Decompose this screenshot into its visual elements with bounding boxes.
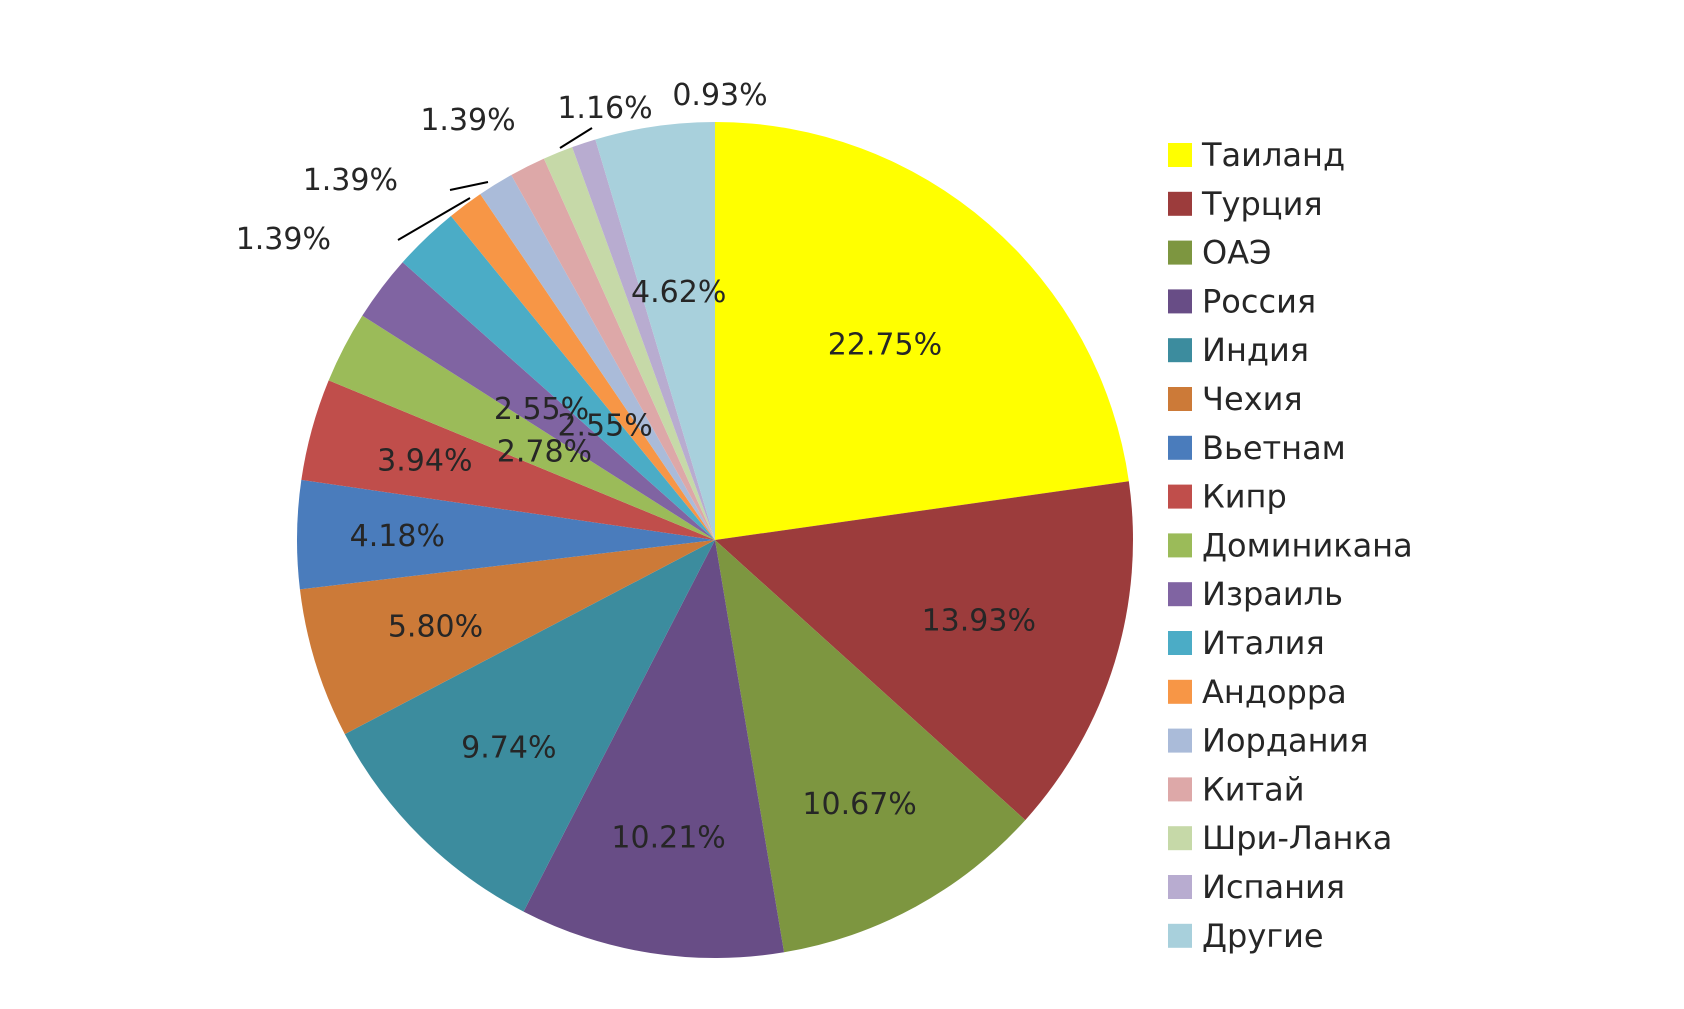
pie-slice-16 bbox=[572, 139, 715, 541]
legend-swatch-7 bbox=[1168, 435, 1192, 460]
slice-label-1: 22.75% bbox=[828, 327, 942, 362]
pie-slice-6 bbox=[299, 540, 715, 735]
slice-label-14: 1.39% bbox=[420, 103, 515, 138]
legend-label-4: Россия bbox=[1202, 282, 1316, 320]
pie-slices bbox=[297, 121, 1134, 958]
leader-line-13 bbox=[449, 181, 489, 191]
legend-label-8: Кипр bbox=[1202, 478, 1287, 516]
slice-label-15: 1.16% bbox=[557, 91, 652, 126]
legend-label-3: ОАЭ bbox=[1202, 234, 1271, 272]
legend-swatch-2 bbox=[1168, 191, 1192, 216]
pie-slice-3 bbox=[715, 540, 1026, 953]
pie-slice-12 bbox=[450, 194, 715, 540]
pie-slice-17 bbox=[595, 121, 715, 540]
slice-label-16: 0.93% bbox=[672, 78, 767, 113]
legend-swatch-3 bbox=[1168, 240, 1192, 265]
legend-swatch-17 bbox=[1168, 923, 1192, 948]
pie-slice-4 bbox=[523, 540, 785, 958]
legend-label-5: Индия bbox=[1202, 331, 1309, 369]
legend-label-11: Италия bbox=[1202, 624, 1325, 662]
pie-slice-2 bbox=[715, 481, 1134, 821]
legend-swatch-12 bbox=[1168, 679, 1192, 704]
slice-label-17: 4.62% bbox=[631, 275, 726, 310]
legend-label-13: Иордания bbox=[1202, 722, 1369, 760]
legend-label-10: Израиль bbox=[1202, 575, 1343, 613]
legend-label-7: Вьетнам bbox=[1202, 429, 1346, 467]
pie-slice-1 bbox=[715, 122, 1129, 540]
legend-label-16: Испания bbox=[1202, 868, 1345, 906]
slice-label-6: 5.80% bbox=[388, 610, 483, 645]
legend-label-17: Другие bbox=[1202, 917, 1324, 955]
pie-slice-14 bbox=[511, 158, 715, 540]
slice-label-3: 10.67% bbox=[802, 787, 916, 822]
legend-swatch-1 bbox=[1168, 143, 1192, 167]
slice-label-2: 13.93% bbox=[922, 604, 1036, 639]
pie-slice-11 bbox=[402, 215, 715, 540]
legend: Таиланд Турция ОАЭ Россия Индия Чехия Вьетнам К… bbox=[1168, 136, 1413, 955]
slice-label-11: 2.55% bbox=[557, 408, 652, 443]
legend-swatch-8 bbox=[1168, 484, 1192, 509]
leader-lines bbox=[397, 127, 593, 241]
slice-label-10: 2.55% bbox=[494, 392, 589, 427]
pie-slice-9 bbox=[328, 315, 715, 540]
pie-slice-10 bbox=[362, 262, 715, 540]
leader-line-12 bbox=[397, 197, 471, 241]
pie-slice-8 bbox=[301, 380, 715, 540]
slice-label-9: 2.78% bbox=[497, 434, 592, 469]
legend-label-14: Китай bbox=[1202, 770, 1305, 808]
legend-label-12: Андорра bbox=[1202, 673, 1347, 711]
legend-swatch-4 bbox=[1168, 289, 1192, 314]
slice-label-5: 9.74% bbox=[461, 731, 556, 766]
legend-swatch-10 bbox=[1168, 582, 1192, 607]
legend-swatch-15 bbox=[1168, 826, 1192, 851]
slice-label-13: 1.39% bbox=[303, 163, 398, 198]
legend-swatch-14 bbox=[1168, 777, 1192, 802]
leader-line-15 bbox=[559, 127, 593, 149]
pie-slice-15 bbox=[543, 147, 715, 541]
pie-slice-13 bbox=[480, 175, 715, 540]
legend-label-1: Таиланд bbox=[1201, 136, 1345, 174]
legend-swatch-16 bbox=[1168, 875, 1192, 899]
legend-swatch-5 bbox=[1168, 338, 1192, 363]
slice-label-8: 3.94% bbox=[377, 443, 472, 478]
legend-swatch-11 bbox=[1168, 631, 1192, 655]
legend-swatch-13 bbox=[1168, 728, 1192, 753]
slice-label-4: 10.21% bbox=[611, 820, 725, 855]
legend-label-2: Турция bbox=[1201, 185, 1323, 223]
legend-swatch-9 bbox=[1168, 533, 1192, 558]
pie-slice-7 bbox=[297, 479, 715, 590]
legend-label-6: Чехия bbox=[1202, 380, 1303, 418]
legend-swatch-6 bbox=[1168, 387, 1192, 411]
slice-label-7: 4.18% bbox=[350, 519, 445, 554]
legend-label-9: Доминикана bbox=[1202, 526, 1413, 564]
legend-label-15: Шри-Ланка bbox=[1202, 819, 1392, 857]
pie-slice-5 bbox=[344, 540, 715, 912]
slice-label-12: 1.39% bbox=[236, 222, 331, 257]
pie-data-labels: 22.75% 13.93% 10.67% 10.21% 9.74% 5.80% 4.18% 3… bbox=[236, 78, 1036, 855]
